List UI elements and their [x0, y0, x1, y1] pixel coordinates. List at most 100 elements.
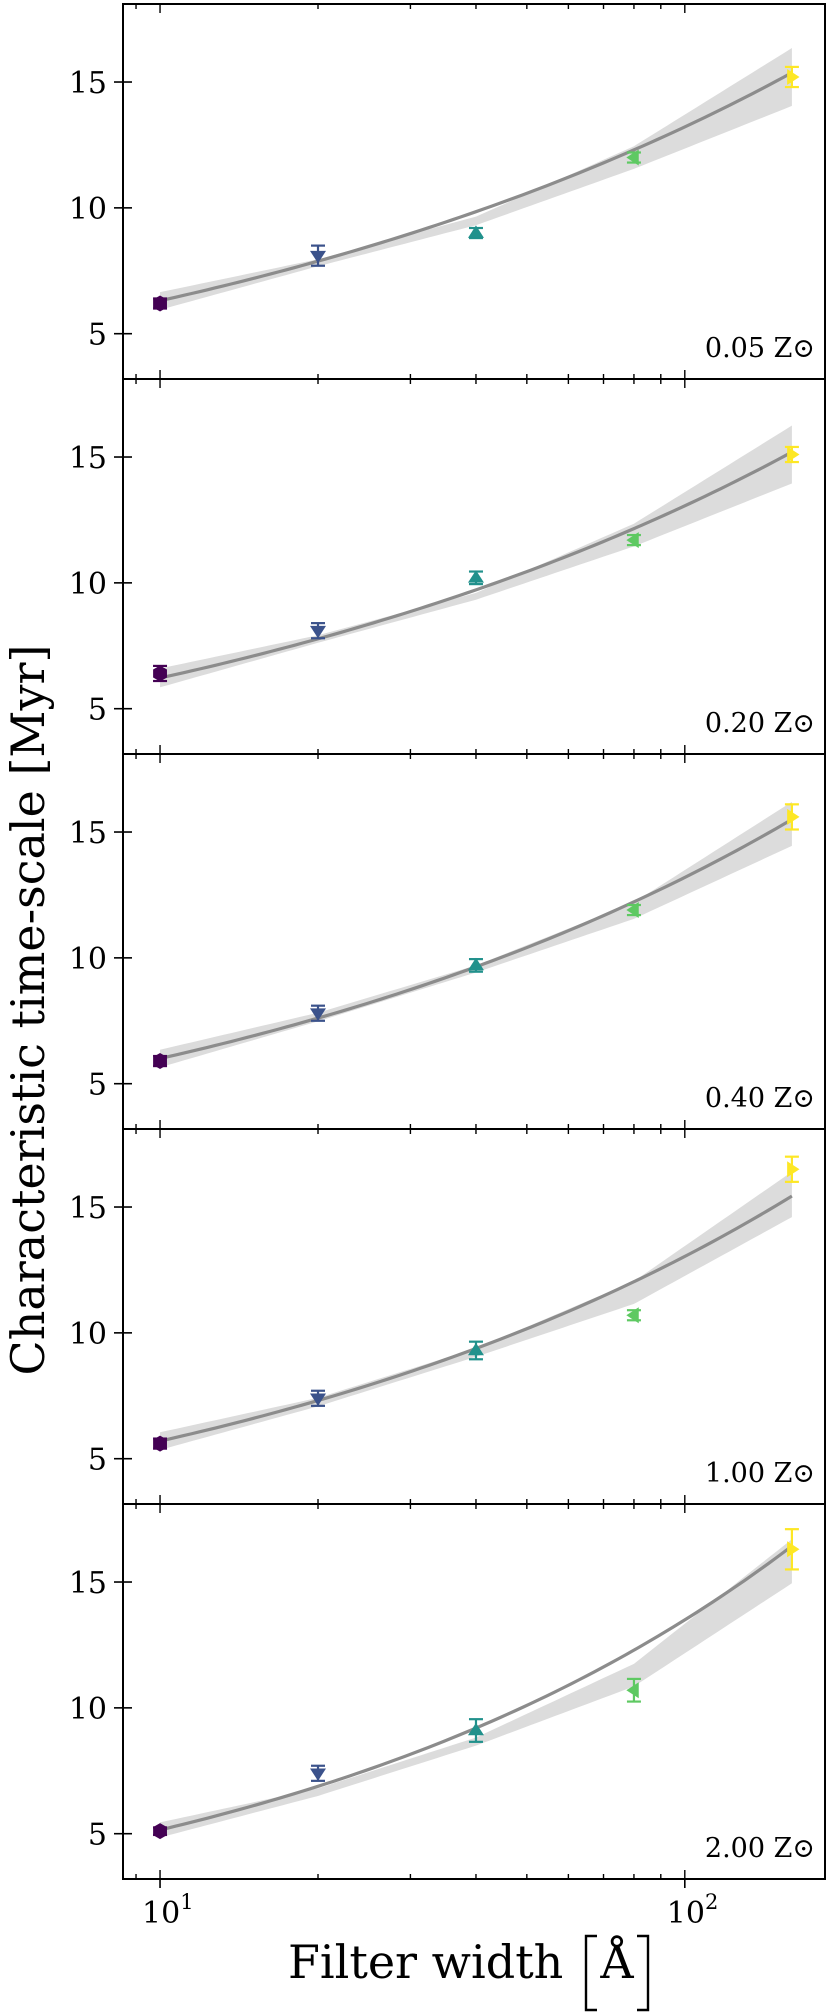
panel-4: 5 10 15 1.00 Z⊙: [69, 1128, 826, 1505]
marker: [626, 532, 639, 549]
panel-frame: [122, 1128, 826, 1505]
x-axis-label-unit: Å: [599, 1934, 634, 1989]
marker: [467, 1722, 484, 1736]
y-tick-label: 10: [69, 567, 107, 602]
marker: [626, 1307, 639, 1324]
panel-3: 5 10 15 0.40 Z⊙: [69, 753, 826, 1130]
x-tick-label: 102: [667, 1890, 719, 1931]
confidence-band: [160, 425, 792, 688]
y-tick-label: 15: [69, 816, 107, 851]
data-point: [784, 803, 800, 831]
panel-label: 2.00 Z⊙: [705, 1833, 815, 1864]
x-axis-label-text: Filter width: [288, 1935, 563, 1989]
panel-frame: [122, 753, 826, 1130]
marker: [787, 446, 800, 463]
confidence-band: [160, 1171, 792, 1450]
marker: [467, 1342, 484, 1356]
panel-frame: [122, 3, 826, 380]
y-tick-label: 10: [69, 1317, 107, 1352]
data-point: [153, 295, 168, 312]
data-point: [153, 1823, 168, 1840]
panel-label: 0.20 Z⊙: [705, 708, 815, 739]
y-tick-label: 10: [69, 192, 107, 227]
data-point: [626, 149, 641, 166]
data-point: [467, 1718, 484, 1743]
y-tick-label: 15: [69, 1191, 107, 1226]
data-point: [467, 1340, 484, 1361]
fit-line: [159, 71, 793, 303]
data-point: [467, 957, 484, 973]
marker: [626, 902, 639, 919]
marker: [467, 570, 484, 583]
x-axis-label: Filter width Å: [288, 1934, 650, 2012]
marker: [310, 1393, 327, 1406]
fit-line: [159, 1544, 793, 1832]
x-tick-exponent: 1: [180, 1890, 193, 1914]
panel-label: 0.40 Z⊙: [705, 1083, 815, 1114]
panel-5: 5 10 15 2.00 Z⊙: [69, 1503, 826, 1880]
data-point: [626, 1677, 641, 1703]
confidence-band: [160, 1539, 792, 1838]
data-point: [310, 622, 327, 640]
y-tick-label: 5: [88, 1818, 107, 1853]
marker: [310, 1768, 327, 1781]
data-point: [626, 532, 641, 549]
marker: [310, 250, 327, 264]
data-point: [467, 570, 484, 586]
x-tick-base: 10: [142, 1896, 180, 1931]
y-tick-label: 15: [69, 441, 107, 476]
marker: [467, 957, 484, 971]
data-point: [626, 1307, 641, 1324]
y-tick-label: 10: [69, 1692, 107, 1727]
data-point: [153, 1053, 168, 1070]
data-point: [153, 664, 168, 683]
fit-line: [159, 450, 793, 680]
marker: [467, 225, 484, 238]
marker: [153, 1053, 167, 1070]
panel-2: 5 10 15 0.20 Z⊙: [69, 378, 826, 755]
y-tick-label: 10: [69, 942, 107, 977]
panel-label: 0.05 Z⊙: [705, 333, 815, 364]
y-tick-label: 15: [69, 66, 107, 101]
marker: [787, 1541, 800, 1558]
y-tick-label: 5: [88, 1068, 107, 1103]
fit-line: [159, 818, 793, 1061]
marker: [153, 1823, 167, 1840]
panel-frame: [122, 1503, 826, 1880]
marker: [310, 1008, 327, 1021]
panel-label: 1.00 Z⊙: [705, 1458, 815, 1489]
data-point: [784, 1155, 800, 1183]
data-point: [153, 1435, 168, 1452]
x-axis-label-left-bracket: [584, 1934, 597, 2012]
x-axis: 101 102: [142, 1879, 718, 1931]
x-tick-base: 10: [667, 1896, 705, 1931]
confidence-band: [160, 801, 792, 1068]
marker: [626, 1682, 639, 1699]
data-point: [310, 1764, 327, 1782]
panel-frame: [122, 378, 826, 755]
data-point: [310, 1389, 327, 1407]
data-point: [784, 445, 800, 464]
marker: [153, 1435, 167, 1452]
data-point: [467, 225, 484, 240]
marker: [626, 149, 639, 166]
confidence-band: [160, 48, 792, 310]
marker: [787, 1161, 800, 1178]
fit-line: [159, 1194, 793, 1443]
panels-layer: 5 10 15 0.05 Z⊙ 5 10 15 0.20 Z⊙ 5 10 15 0.40 Z⊙ 5 10 1…: [69, 3, 826, 1880]
marker: [310, 625, 327, 639]
data-point: [784, 65, 800, 89]
marker: [153, 665, 167, 682]
x-tick-label: 101: [142, 1890, 194, 1931]
y-tick-label: 5: [88, 693, 107, 728]
y-tick-label: 5: [88, 318, 107, 353]
marker: [787, 808, 800, 825]
marker: [787, 68, 800, 85]
data-point: [310, 1004, 327, 1022]
marker: [153, 295, 167, 312]
y-tick-label: 5: [88, 1443, 107, 1478]
x-axis-label-right-bracket: [637, 1934, 650, 2012]
y-axis-label: Characteristic time-scale [Myr]: [1, 645, 55, 1376]
data-point: [310, 244, 327, 267]
